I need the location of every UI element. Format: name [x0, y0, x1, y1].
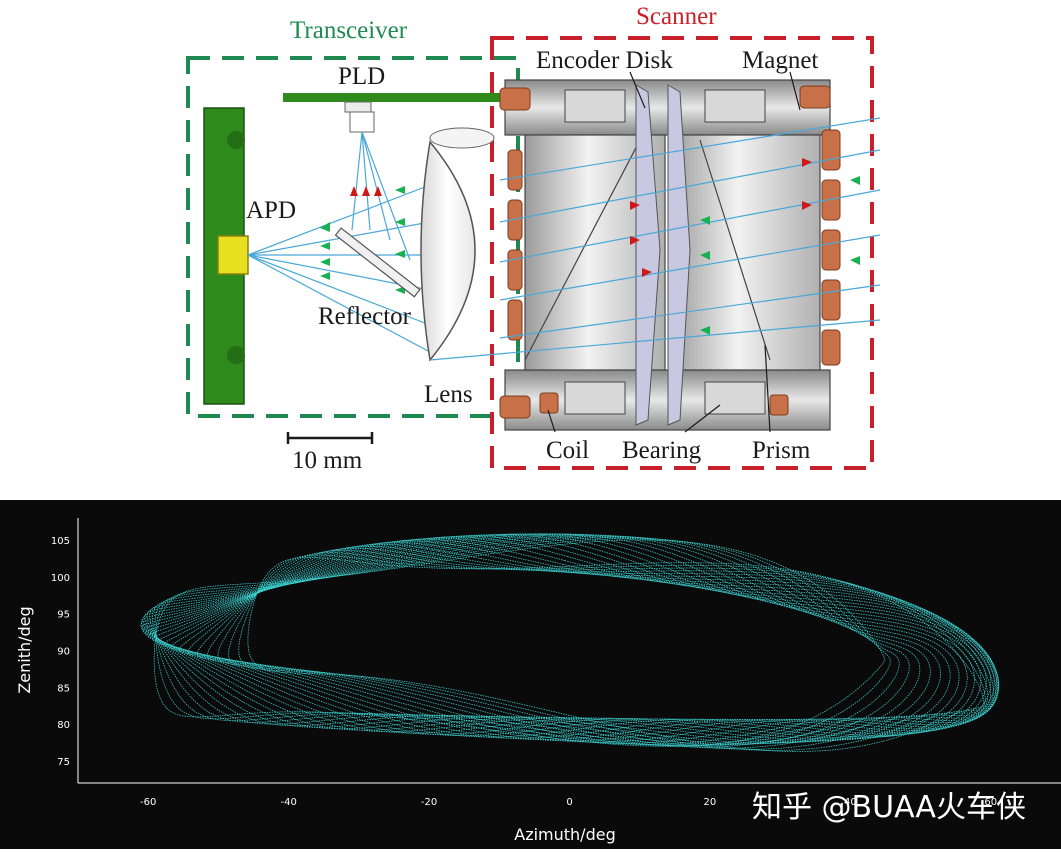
- y-tick-label: 100: [51, 573, 70, 584]
- apd-board: [203, 107, 249, 405]
- scanner-label: Scanner: [636, 3, 717, 30]
- encoder-disk-label: Encoder Disk: [536, 47, 673, 74]
- y-tick-label: 105: [51, 536, 70, 547]
- y-tick-label: 75: [57, 757, 70, 768]
- coil-label: Coil: [546, 437, 589, 464]
- reflector: [334, 227, 421, 298]
- scan-trace: [140, 533, 968, 740]
- coil-magnet-stack: [499, 85, 841, 419]
- scan-trace: [155, 538, 891, 747]
- leader-lines: [547, 71, 801, 433]
- y-tick-label: 95: [57, 610, 70, 621]
- lens: [420, 140, 476, 362]
- x-tick-label: 60: [984, 797, 997, 808]
- watermark: 知乎 @BUAA火车侠: [752, 790, 1026, 825]
- scan-trace: [140, 533, 975, 739]
- x-tick-label: -20: [421, 797, 437, 808]
- scanner-rays: [429, 117, 881, 361]
- reflector-label: Reflector: [318, 303, 412, 330]
- y-tick-label: 80: [57, 720, 70, 731]
- lidar-diagram: Transceiver Scanner PLD APD Reflector Le…: [186, 3, 881, 474]
- scanner-arrowheads-in: [700, 176, 860, 335]
- x-tick-label: 0: [566, 797, 572, 808]
- pld-label: PLD: [338, 63, 385, 90]
- lidar-diagram-svg: Transceiver Scanner PLD APD Reflector Le…: [186, 3, 881, 474]
- apd-sensor: [217, 235, 249, 275]
- scan-trace: [228, 552, 989, 750]
- bearing-label: Bearing: [622, 437, 702, 464]
- x-tick-label: 40: [844, 797, 857, 808]
- scan-trace: [170, 540, 1000, 743]
- scan-trace: [146, 534, 931, 744]
- apd-label: APD: [246, 197, 296, 224]
- scan-trace: [140, 533, 960, 741]
- x-tick-label: -60: [140, 797, 156, 808]
- scanner-boundary: [490, 36, 874, 470]
- scan-trace: [187, 543, 998, 745]
- prism-right: [669, 134, 821, 371]
- laser-rays: [351, 131, 411, 261]
- scan-trace: [207, 547, 994, 748]
- scale-bar: [286, 432, 374, 444]
- x-axis-label: Azimuth/deg: [514, 825, 615, 844]
- scan-trace: [143, 533, 941, 743]
- scan-pattern-plot: -60 -40 -20 0 20 40 60 105 100 95 90 85 80 75 Azimuth…: [0, 500, 1061, 849]
- scan-trace: [142, 534, 982, 738]
- prism-label: Prism: [752, 437, 811, 464]
- y-axis-label: Zenith/deg: [15, 606, 34, 693]
- y-tick-label: 85: [57, 683, 70, 694]
- scan-trace: [142, 533, 951, 742]
- scan-pattern-svg: -60 -40 -20 0 20 40 60 105 100 95 90 85 80 75 Azimuth…: [15, 518, 1061, 844]
- x-tick-label: -40: [280, 797, 296, 808]
- scan-trace: [152, 536, 995, 739]
- scan-trace: [147, 535, 992, 738]
- scanner-arrowheads-out: [630, 158, 812, 277]
- transceiver-boundary: [186, 56, 520, 418]
- scan-trace: [197, 545, 997, 747]
- scan-trace: [217, 549, 992, 749]
- lens-label: Lens: [424, 381, 473, 408]
- scan-trace: [144, 534, 987, 736]
- y-tick-label: 90: [57, 647, 70, 658]
- x-tick-label: 20: [704, 797, 717, 808]
- axis-ticks: -60 -40 -20 0 20 40 60 105 100 95 90 85 80 75: [51, 536, 997, 808]
- scan-trace: [178, 542, 999, 744]
- scale-bar-label: 10 mm: [292, 447, 363, 474]
- scan-trace: [247, 557, 985, 752]
- pld-assembly: [283, 93, 518, 133]
- scan-traces: [140, 533, 1000, 752]
- scan-trace: [238, 554, 986, 751]
- laser-arrowheads: [350, 186, 382, 196]
- encoder-disks: [635, 84, 691, 426]
- magnet-label: Magnet: [742, 47, 818, 74]
- transceiver-label: Transceiver: [290, 17, 408, 44]
